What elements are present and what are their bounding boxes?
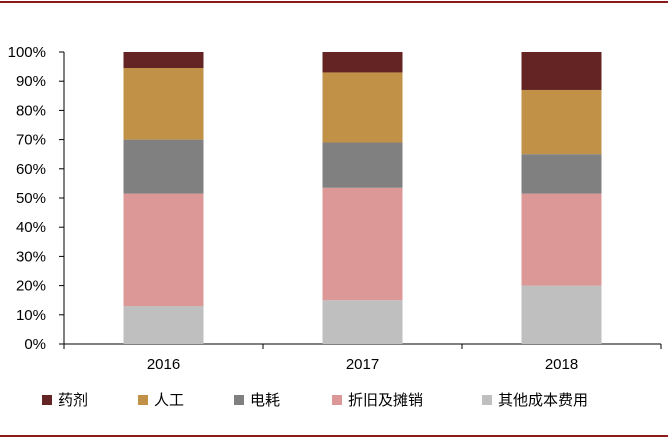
bars bbox=[123, 52, 602, 344]
y-tick-label: 20% bbox=[16, 278, 46, 295]
legend: 药剂 人工 电耗 折旧及摊销 其他成本费用 bbox=[42, 391, 588, 409]
bar-segment bbox=[322, 142, 403, 188]
bar-segment bbox=[521, 89, 602, 155]
legend-swatch bbox=[42, 395, 52, 405]
x-tick-label: 2018 bbox=[545, 356, 578, 373]
legend-swatch bbox=[482, 395, 492, 405]
y-tick-label: 80% bbox=[16, 102, 46, 119]
bar-segment bbox=[521, 285, 602, 344]
legend-label: 药剂 bbox=[58, 391, 88, 409]
bar-segment bbox=[322, 52, 403, 73]
bar-segment bbox=[123, 52, 204, 69]
x-axis: 2016 2017 2018 bbox=[63, 343, 662, 373]
x-tick-label: 2017 bbox=[346, 356, 379, 373]
legend-label: 折旧及摊销 bbox=[348, 391, 423, 409]
y-tick-label: 60% bbox=[16, 161, 46, 178]
bar-segment bbox=[322, 72, 403, 143]
bar-segment bbox=[123, 193, 204, 307]
y-tick-label: 90% bbox=[16, 73, 46, 90]
y-tick-label: 10% bbox=[16, 307, 46, 324]
y-axis: 0% 10% 20% 30% 40% 50% 60% 70% 80% 90% 100% bbox=[8, 44, 65, 353]
legend-label: 其他成本费用 bbox=[498, 391, 588, 409]
y-tick-label: 50% bbox=[16, 190, 46, 207]
y-tick-label: 40% bbox=[16, 219, 46, 236]
bar-segment bbox=[521, 154, 602, 194]
y-tick-label: 100% bbox=[8, 44, 46, 61]
bar-segment bbox=[521, 52, 602, 90]
legend-label: 人工 bbox=[154, 391, 184, 409]
legend-swatch bbox=[234, 395, 244, 405]
legend-label: 电耗 bbox=[250, 391, 280, 409]
legend-swatch bbox=[138, 395, 148, 405]
bar-segment bbox=[322, 300, 403, 344]
bar-segment bbox=[123, 68, 204, 140]
bar-segment bbox=[521, 193, 602, 286]
y-tick-label: 70% bbox=[16, 132, 46, 149]
bar-segment bbox=[123, 306, 204, 344]
y-tick-label: 0% bbox=[24, 336, 46, 353]
legend-swatch bbox=[332, 395, 342, 405]
x-tick-label: 2016 bbox=[147, 356, 180, 373]
bar-segment bbox=[123, 139, 204, 194]
y-tick-label: 30% bbox=[16, 248, 46, 265]
bar-segment bbox=[322, 187, 403, 301]
